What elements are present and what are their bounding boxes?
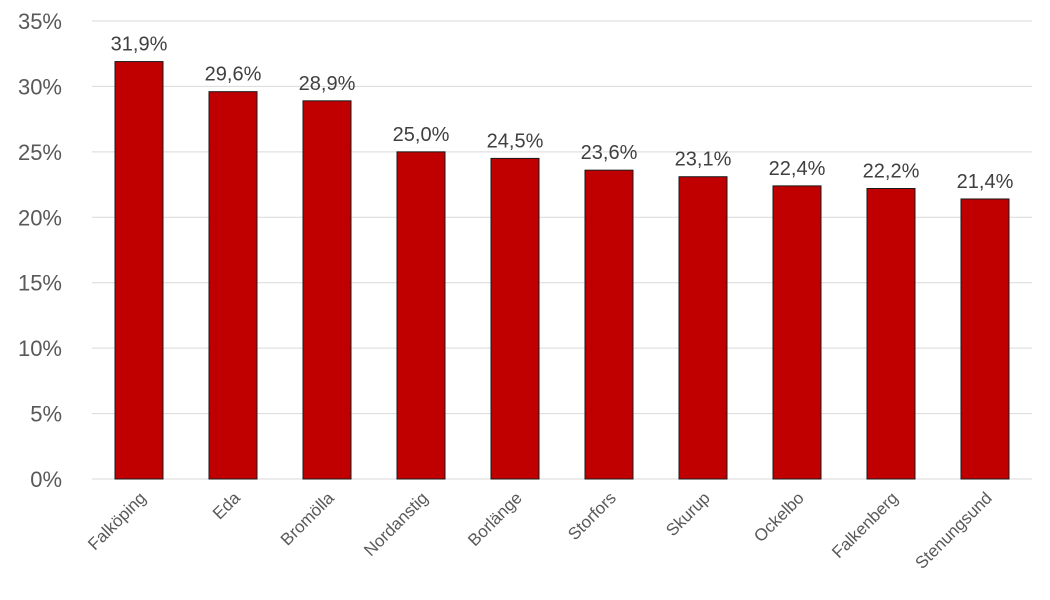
data-label: 23,6% (581, 142, 638, 164)
data-label: 24,5% (487, 130, 544, 152)
data-label: 22,2% (863, 160, 920, 182)
bar (584, 169, 634, 480)
bar (302, 100, 352, 480)
y-tick-label: 0% (30, 467, 62, 492)
bar (114, 61, 164, 480)
data-label: 21,4% (957, 171, 1014, 193)
bar (396, 151, 446, 480)
y-axis-tick-labels: 0% 5% 10% 15% 20% 25% 30% 35% (18, 9, 62, 492)
data-label: 29,6% (205, 64, 262, 86)
category-label: Bromölla (277, 488, 338, 549)
bar (772, 185, 822, 480)
category-label: Falkenberg (828, 488, 902, 562)
category-label: Borlänge (464, 488, 526, 550)
category-label: Skurup (662, 488, 714, 540)
category-label: Stenungsund (912, 488, 996, 572)
bars (114, 61, 1010, 480)
data-label: 28,9% (299, 73, 356, 95)
category-label: Storfors (564, 488, 620, 544)
y-tick-label: 5% (30, 402, 62, 427)
category-label: Falköping (84, 488, 150, 554)
y-tick-label: 25% (18, 140, 62, 165)
data-label: 25,0% (393, 124, 450, 146)
category-label: Eda (209, 488, 244, 523)
bar (678, 176, 728, 480)
bar (866, 187, 916, 480)
category-label: Nordanstig (360, 488, 432, 560)
bar (490, 157, 540, 480)
y-tick-label: 30% (18, 74, 62, 99)
bar (208, 91, 258, 480)
y-tick-label: 10% (18, 336, 62, 361)
y-tick-label: 20% (18, 205, 62, 230)
data-label: 31,9% (111, 34, 168, 56)
data-label: 23,1% (675, 149, 732, 171)
category-label: Ockelbo (750, 488, 808, 546)
y-tick-label: 35% (18, 9, 62, 34)
data-label: 22,4% (769, 158, 826, 180)
data-labels: 31,9% 29,6% 28,9% 25,0% 24,5% 23,6% 23,1% 22,4%… (111, 34, 1014, 193)
y-tick-label: 15% (18, 271, 62, 296)
x-axis-category-labels: Falköping Eda Bromölla Nordanstig Borlänge St… (84, 488, 996, 573)
bar (960, 198, 1010, 480)
